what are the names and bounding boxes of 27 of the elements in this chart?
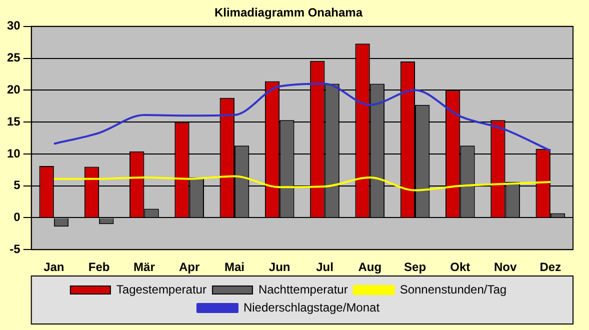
legend-label: Nachttemperatur [258, 282, 348, 296]
x-tick-label: Aug [358, 260, 382, 274]
y-tick-label: 15 [6, 114, 21, 128]
legend-label: Niederschlagstage/Monat [243, 300, 380, 314]
y-tick-label: 5 [14, 178, 21, 192]
x-tick-label: Feb [88, 260, 110, 274]
legend-label: Sonnenstunden/Tag [400, 282, 507, 296]
line-series [52, 82, 552, 152]
x-tick-label: Dez [540, 260, 562, 274]
x-tick-label: Mär [134, 260, 156, 274]
y-tick-label: 25 [6, 50, 21, 65]
y-tick-label: 0 [14, 210, 21, 224]
x-tick-label: Apr [178, 260, 200, 274]
x-tick-label: Jul [316, 260, 334, 274]
legend-label: Tagestemperatur [116, 282, 206, 296]
x-tick-label: Okt [450, 260, 470, 274]
x-tick-label: Jan [44, 260, 64, 274]
x-tick-label: Jun [268, 260, 290, 274]
y-tick-label: 10 [6, 146, 21, 160]
y-tick-label: 30 [6, 18, 21, 33]
line-series [52, 175, 552, 192]
x-tick-label: Mai [224, 260, 244, 274]
chart-title: Klimadiagramm Onahama [214, 6, 363, 20]
x-tick-label: Sep [404, 260, 426, 274]
y-tick-label: -5 [10, 242, 21, 256]
y-tick-label: 20 [6, 82, 21, 96]
x-tick-label: Nov [494, 260, 517, 274]
